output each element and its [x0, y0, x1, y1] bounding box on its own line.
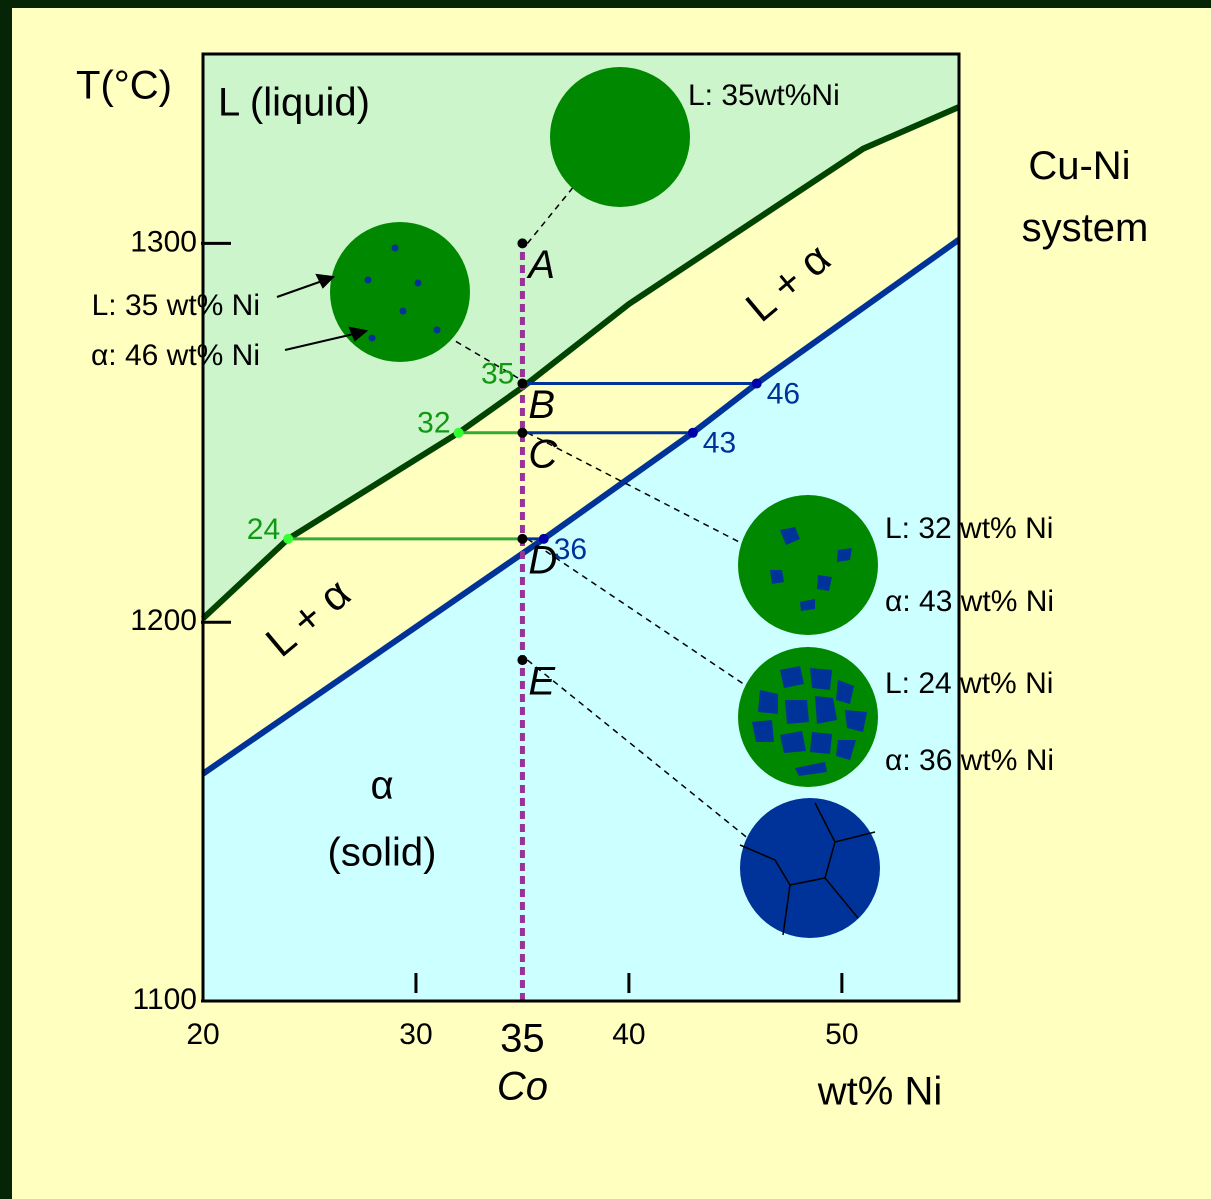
- state-point: [517, 655, 527, 665]
- state-point: [517, 534, 527, 544]
- state-point: [517, 379, 527, 389]
- x-tick-label: 50: [825, 1018, 858, 1051]
- page: 354632432436ABCDE1100120013002030405035C…: [0, 0, 1211, 1199]
- liquid-label: 32: [417, 407, 450, 440]
- structure-label: α: 46 wt% Ni: [91, 339, 260, 372]
- y-tick-label: 1200: [130, 604, 197, 637]
- x-axis-label: wt% Ni: [817, 1070, 942, 1114]
- liquid-point: [283, 534, 293, 544]
- liquid-label: 24: [247, 513, 280, 546]
- structure-b: [330, 222, 470, 362]
- x-tick-label: 40: [612, 1018, 645, 1051]
- state-point: [517, 238, 527, 248]
- structure-label: α: 43 wt% Ni: [885, 585, 1054, 618]
- solid-point: [752, 379, 762, 389]
- point-label: B: [528, 383, 555, 427]
- point-label: C: [528, 432, 558, 476]
- y-axis-label: T(°C): [76, 64, 172, 108]
- y-tick-label: 1300: [130, 225, 197, 258]
- structure-label: L: 24 wt% Ni: [885, 667, 1053, 700]
- solid-label: 36: [554, 533, 587, 566]
- x-tick-label: 30: [399, 1018, 432, 1051]
- structure-label: L: 32 wt% Ni: [885, 512, 1053, 545]
- structure-label: L: 35 wt% Ni: [92, 289, 260, 322]
- composition-value: 35: [500, 1017, 545, 1061]
- structure-label: L: 35wt%Ni: [688, 79, 840, 112]
- structure-label: α: 36 wt% Ni: [885, 744, 1054, 777]
- solid-label: 43: [703, 427, 736, 460]
- liquid-point: [454, 428, 464, 438]
- composition-label: Co: [497, 1065, 548, 1109]
- point-label: D: [528, 538, 557, 582]
- region-label: α: [370, 764, 393, 808]
- liquid-label: 35: [481, 357, 514, 390]
- solid-point: [688, 428, 698, 438]
- chart: 354632432436ABCDE1100120013002030405035C…: [0, 0, 1211, 1199]
- region-label: (solid): [328, 831, 437, 875]
- solid-label: 46: [767, 377, 800, 410]
- solid-structure: [740, 798, 880, 938]
- structure-c: [738, 495, 878, 635]
- region-label: L (liquid): [218, 81, 370, 125]
- liquid-structure: [550, 67, 690, 207]
- point-label: E: [528, 660, 556, 704]
- state-point: [517, 428, 527, 438]
- y-tick-label: 1100: [132, 983, 197, 1016]
- x-tick-label: 20: [186, 1018, 219, 1051]
- point-label: A: [526, 243, 555, 287]
